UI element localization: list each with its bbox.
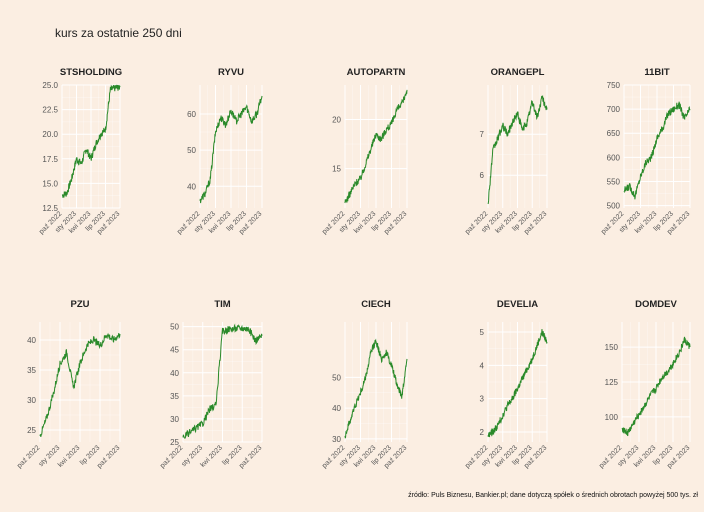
- price-line-develia: [487, 329, 548, 438]
- y-tick-label: 25.0: [42, 81, 58, 90]
- panel-title: 11BIT: [644, 67, 670, 78]
- y-tick-label: 2: [480, 428, 485, 437]
- y-tick-label: 150: [605, 343, 619, 352]
- y-tick-label: 7: [480, 130, 485, 139]
- y-tick-label: 750: [607, 81, 621, 90]
- y-tick-label: 50: [170, 323, 179, 332]
- x-tick-label: paź 2022: [159, 444, 184, 469]
- y-tick-label: 40: [170, 369, 179, 378]
- price-line-11bit: [623, 101, 691, 200]
- y-tick-label: 45: [170, 346, 179, 355]
- price-line-domdev: [621, 336, 691, 437]
- y-tick-label: 40: [187, 182, 196, 191]
- panel-title: STSHOLDING: [60, 67, 122, 78]
- y-tick-label: 700: [607, 105, 621, 114]
- y-tick-label: 60: [187, 110, 196, 119]
- y-tick-label: 15.0: [42, 179, 58, 188]
- panel-title: RYVU: [218, 67, 244, 78]
- y-tick-label: 6: [480, 171, 485, 180]
- price-line-orangepl: [487, 95, 548, 205]
- price-line-stsholding: [61, 84, 121, 198]
- y-tick-label: 100: [605, 413, 619, 422]
- y-tick-label: 600: [607, 153, 621, 162]
- panel-title: DEVELIA: [497, 299, 538, 310]
- y-tick-label: 35: [170, 392, 179, 401]
- y-tick-label: 500: [607, 202, 621, 211]
- x-tick-label: kwi 2023: [57, 444, 82, 469]
- y-tick-label: 15: [332, 165, 341, 174]
- price-line-autopartn: [344, 89, 408, 204]
- y-tick-label: 25: [170, 438, 179, 447]
- chart-title: kurs za ostatnie 250 dni: [55, 26, 182, 40]
- x-tick-label: paź 2022: [16, 444, 41, 469]
- price-line-tim: [182, 323, 263, 439]
- x-tick-label: kwi 2023: [199, 444, 224, 469]
- y-tick-label: 50: [187, 146, 196, 155]
- y-tick-label: 20: [332, 115, 341, 124]
- y-tick-label: 35: [27, 366, 36, 375]
- y-tick-label: 4: [480, 361, 485, 370]
- price-line-ciech: [344, 338, 408, 439]
- y-tick-label: 550: [607, 177, 621, 186]
- y-tick-label: 30: [27, 396, 36, 405]
- panel-title: PZU: [71, 299, 90, 310]
- panel-title: ORANGEPL: [491, 67, 545, 78]
- y-tick-label: 3: [480, 395, 485, 404]
- y-tick-label: 22.5: [42, 106, 58, 115]
- source-caption: źródło: Puls Biznesu, Bankier.pl; dane d…: [408, 492, 698, 499]
- price-line-pzu: [39, 332, 121, 438]
- y-tick-label: 5: [480, 328, 485, 337]
- y-tick-label: 12.5: [42, 204, 58, 213]
- y-tick-label: 30: [332, 435, 341, 444]
- y-tick-label: 30: [170, 415, 179, 424]
- panel-title: AUTOPARTN: [347, 67, 406, 78]
- price-line-ryvu: [199, 95, 263, 204]
- y-tick-label: 125: [605, 378, 619, 387]
- y-tick-label: 40: [27, 336, 36, 345]
- panel-title: TIM: [214, 299, 230, 310]
- y-tick-label: 25: [27, 426, 36, 435]
- y-tick-label: 650: [607, 129, 621, 138]
- panel-title: DOMDEV: [635, 299, 677, 310]
- y-tick-label: 17.5: [42, 155, 58, 164]
- y-tick-label: 50: [332, 373, 341, 382]
- y-tick-label: 20.0: [42, 130, 58, 139]
- y-tick-label: 40: [332, 404, 341, 413]
- panel-title: CIECH: [361, 299, 391, 310]
